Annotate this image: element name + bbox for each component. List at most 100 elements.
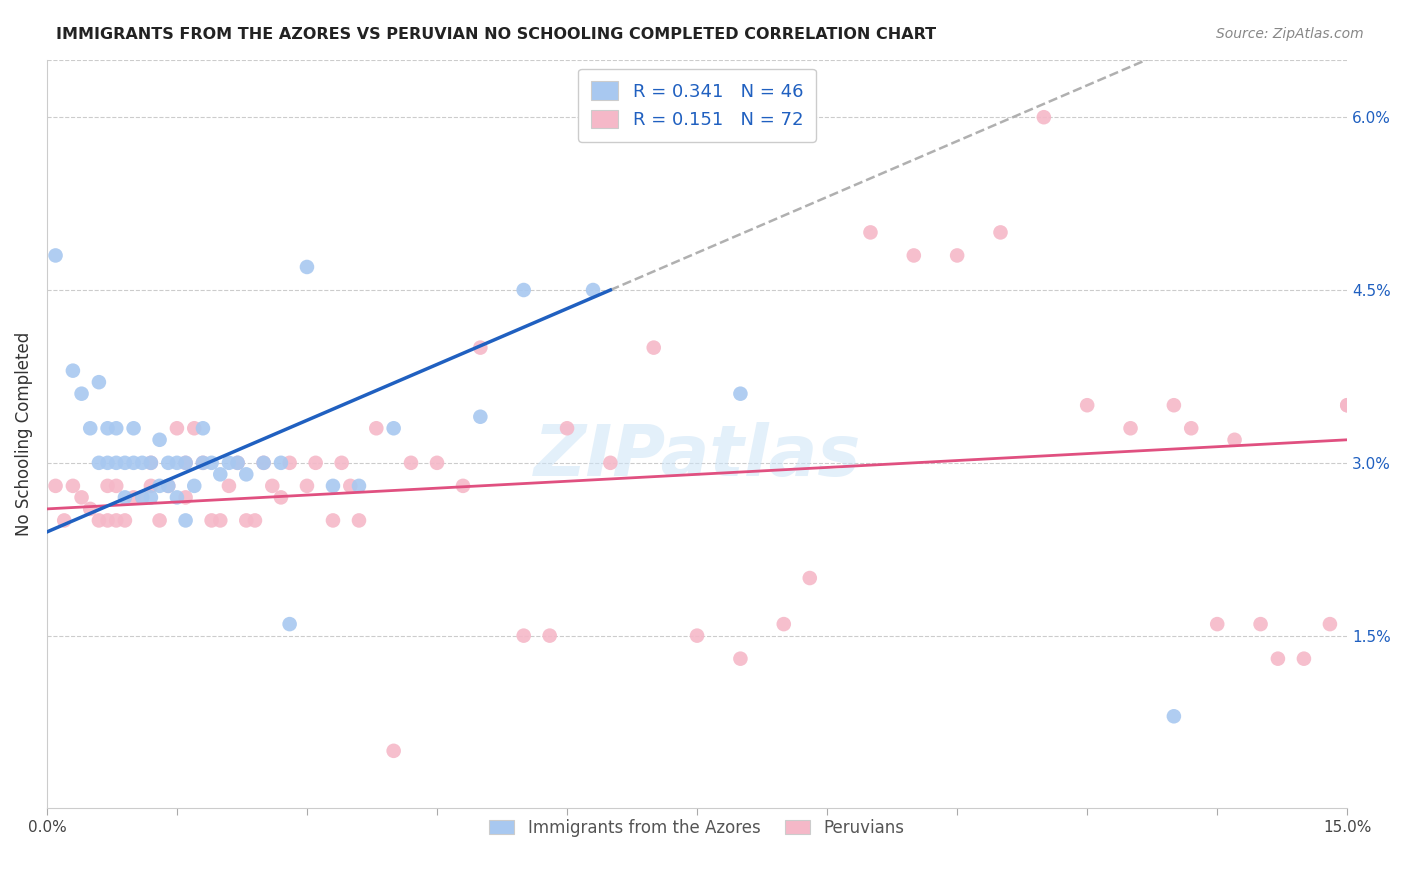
Point xyxy=(139,456,162,470)
Point xyxy=(990,226,1012,240)
Point xyxy=(1163,398,1185,412)
Point xyxy=(470,409,492,424)
Point xyxy=(686,629,709,643)
Point xyxy=(262,479,284,493)
Point xyxy=(1319,617,1341,632)
Point xyxy=(295,479,318,493)
Point xyxy=(555,421,578,435)
Point xyxy=(157,456,180,470)
Point xyxy=(122,456,145,470)
Point xyxy=(1292,651,1315,665)
Point xyxy=(512,629,534,643)
Point xyxy=(730,651,752,665)
Point xyxy=(139,456,162,470)
Point xyxy=(1250,617,1272,632)
Point xyxy=(347,513,370,527)
Point xyxy=(1223,433,1246,447)
Point xyxy=(339,479,361,493)
Point xyxy=(183,421,205,435)
Point xyxy=(643,341,665,355)
Point xyxy=(330,456,353,470)
Text: Source: ZipAtlas.com: Source: ZipAtlas.com xyxy=(1216,27,1364,41)
Point xyxy=(209,467,232,482)
Point xyxy=(903,248,925,262)
Point xyxy=(1379,375,1402,389)
Point xyxy=(799,571,821,585)
Point xyxy=(62,479,84,493)
Point xyxy=(226,456,249,470)
Text: ZIPatlas: ZIPatlas xyxy=(533,422,860,491)
Point xyxy=(270,491,292,505)
Point xyxy=(235,513,257,527)
Point xyxy=(382,744,405,758)
Point xyxy=(174,456,197,470)
Point xyxy=(243,513,266,527)
Point xyxy=(730,386,752,401)
Point xyxy=(512,283,534,297)
Point xyxy=(105,479,128,493)
Point xyxy=(97,479,120,493)
Point xyxy=(105,513,128,527)
Point xyxy=(87,513,110,527)
Point xyxy=(183,479,205,493)
Point xyxy=(149,479,172,493)
Point xyxy=(946,248,969,262)
Point xyxy=(114,491,136,505)
Text: IMMIGRANTS FROM THE AZORES VS PERUVIAN NO SCHOOLING COMPLETED CORRELATION CHART: IMMIGRANTS FROM THE AZORES VS PERUVIAN N… xyxy=(56,27,936,42)
Point xyxy=(1180,421,1202,435)
Point xyxy=(45,479,67,493)
Point xyxy=(97,456,120,470)
Point xyxy=(45,248,67,262)
Point xyxy=(1336,398,1358,412)
Point xyxy=(201,513,224,527)
Point xyxy=(131,491,153,505)
Point xyxy=(191,421,214,435)
Point xyxy=(347,479,370,493)
Point xyxy=(366,421,388,435)
Point xyxy=(97,421,120,435)
Point xyxy=(122,491,145,505)
Point xyxy=(157,479,180,493)
Point xyxy=(105,421,128,435)
Point xyxy=(191,456,214,470)
Point xyxy=(252,456,274,470)
Point xyxy=(582,283,605,297)
Point xyxy=(131,491,153,505)
Point xyxy=(218,456,240,470)
Point xyxy=(174,513,197,527)
Point xyxy=(252,456,274,470)
Point xyxy=(166,491,188,505)
Point xyxy=(859,226,882,240)
Point xyxy=(70,491,93,505)
Point xyxy=(1354,651,1376,665)
Point xyxy=(166,421,188,435)
Point xyxy=(304,456,326,470)
Point xyxy=(295,260,318,274)
Point xyxy=(470,341,492,355)
Point xyxy=(226,456,249,470)
Point xyxy=(1206,617,1229,632)
Point xyxy=(105,456,128,470)
Point xyxy=(218,479,240,493)
Point xyxy=(70,386,93,401)
Point xyxy=(209,513,232,527)
Point xyxy=(278,456,301,470)
Point xyxy=(270,456,292,470)
Point xyxy=(166,456,188,470)
Point xyxy=(451,479,474,493)
Point xyxy=(1032,110,1054,124)
Point xyxy=(201,456,224,470)
Point xyxy=(1076,398,1098,412)
Point xyxy=(174,491,197,505)
Point xyxy=(382,421,405,435)
Y-axis label: No Schooling Completed: No Schooling Completed xyxy=(15,332,32,536)
Point xyxy=(79,502,101,516)
Point xyxy=(97,513,120,527)
Point xyxy=(278,617,301,632)
Point xyxy=(149,513,172,527)
Point xyxy=(599,456,621,470)
Point xyxy=(1267,651,1289,665)
Point xyxy=(426,456,449,470)
Point xyxy=(772,617,794,632)
Point xyxy=(139,491,162,505)
